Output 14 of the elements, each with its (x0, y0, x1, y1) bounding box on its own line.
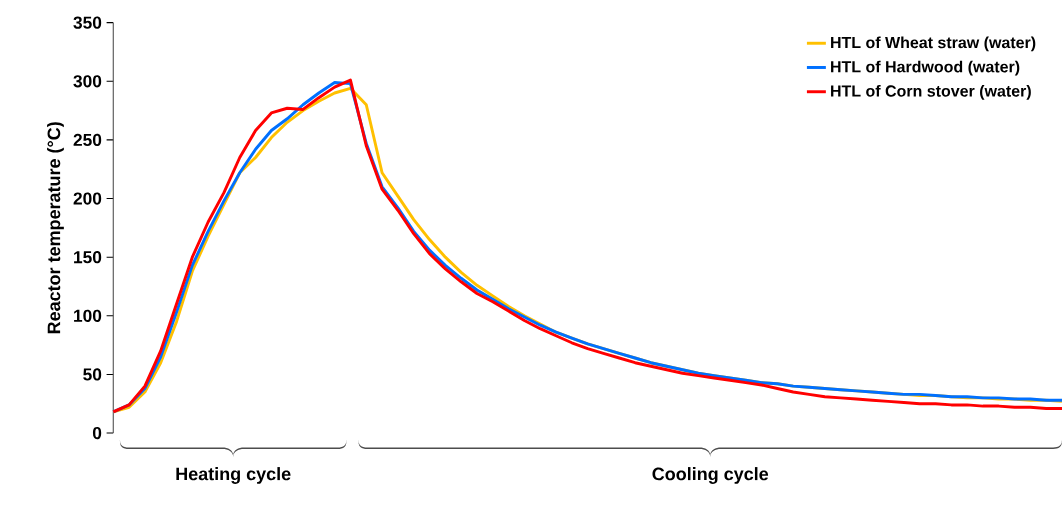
y-tick-label: 350 (73, 16, 102, 29)
y-axis-title: Reactor temperature (°C) (47, 122, 64, 334)
legend-label: HTL of Corn stover (water) (831, 85, 1031, 101)
text: Heating cycle (176, 467, 291, 485)
legend-label: HTL of Wheat straw (water) (831, 36, 1036, 52)
y-tick-label: 50 (83, 368, 102, 381)
y-tick-label: 300 (73, 75, 102, 88)
legend-label: HTL of Hardwood (water) (831, 60, 1020, 76)
y-tick-label: 0 (92, 427, 102, 440)
y-tick-label: 150 (74, 251, 102, 264)
y-tick-label: 250 (73, 133, 102, 147)
text: Cooling cycle (652, 467, 769, 485)
y-tick-label: 200 (73, 192, 102, 205)
y-tick-label: 100 (74, 309, 102, 323)
